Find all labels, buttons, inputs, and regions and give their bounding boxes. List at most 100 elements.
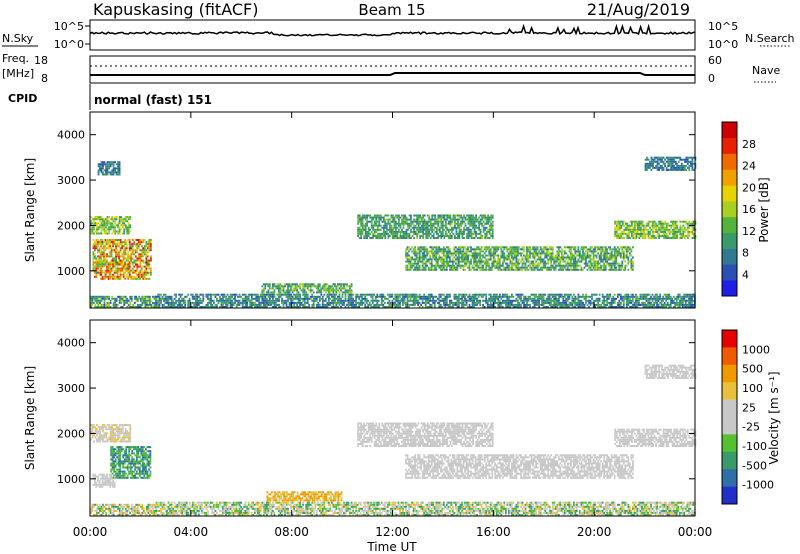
data-cell <box>601 250 604 253</box>
data-cell <box>97 299 100 302</box>
data-cell <box>401 237 403 239</box>
data-cell <box>413 220 415 223</box>
data-cell <box>414 268 416 271</box>
data-cell <box>142 295 145 298</box>
data-cell <box>393 224 396 227</box>
data-cell <box>411 303 413 306</box>
data-cell <box>384 222 387 225</box>
data-cell <box>361 226 364 229</box>
data-cell <box>547 293 550 296</box>
data-cell <box>530 268 533 271</box>
data-cell <box>108 232 110 235</box>
data-cell <box>550 301 553 304</box>
data-cell <box>97 163 100 166</box>
data-cell <box>524 303 527 306</box>
data-cell <box>188 303 191 306</box>
data-cell <box>439 260 442 263</box>
data-cell <box>92 257 95 260</box>
data-cell <box>657 299 660 302</box>
data-cell <box>455 250 457 253</box>
data-cell <box>170 306 173 308</box>
data-cell <box>435 295 438 298</box>
data-cell <box>350 291 353 294</box>
data-cell <box>306 285 309 288</box>
data-cell <box>147 251 149 254</box>
data-cell <box>449 264 451 267</box>
data-cell <box>473 262 475 265</box>
data-cell <box>142 251 145 254</box>
data-cell <box>624 293 627 296</box>
data-cell <box>426 295 429 298</box>
data-cell <box>419 214 421 217</box>
data-cell <box>656 295 658 298</box>
data-cell <box>360 220 362 223</box>
data-cell <box>115 245 117 248</box>
data-cell <box>500 297 503 300</box>
data-cell <box>470 295 472 298</box>
data-cell <box>92 263 95 266</box>
data-cell <box>633 295 636 298</box>
data-cell <box>476 268 478 271</box>
data-cell <box>415 252 418 255</box>
data-cell <box>435 252 438 255</box>
data-cell <box>388 306 391 308</box>
data-cell <box>211 303 214 306</box>
data-cell <box>332 297 335 300</box>
data-cell <box>613 299 616 302</box>
data-cell <box>110 239 113 241</box>
data-cell <box>207 303 209 306</box>
data-cell <box>529 306 531 308</box>
data-cell <box>479 256 481 259</box>
data-cell <box>99 165 101 168</box>
data-cell <box>216 297 218 300</box>
data-cell <box>453 303 456 306</box>
data-cell <box>376 232 379 235</box>
data-cell <box>106 301 109 304</box>
data-cell <box>249 299 252 302</box>
data-cell <box>574 260 577 263</box>
data-cell <box>589 256 592 259</box>
data-cell <box>184 303 187 306</box>
data-cell <box>539 297 542 300</box>
data-cell <box>139 263 142 266</box>
data-cell <box>414 220 417 223</box>
data-cell <box>141 299 144 302</box>
data-cell <box>440 230 443 233</box>
data-cell <box>421 297 424 300</box>
data-cell <box>515 246 518 249</box>
data-cell <box>659 293 661 296</box>
data-cell <box>470 254 472 257</box>
data-cell <box>458 226 461 229</box>
data-cell <box>469 216 471 219</box>
data-cell <box>109 271 111 274</box>
data-cell <box>554 262 557 265</box>
data-cell <box>399 306 401 308</box>
data-cell <box>392 226 394 229</box>
data-cell <box>349 301 351 304</box>
data-cell <box>465 264 468 267</box>
data-cell <box>99 169 101 172</box>
data-cell <box>465 293 468 296</box>
data-cell <box>282 293 285 296</box>
data-cell <box>116 241 119 244</box>
data-cell <box>331 299 333 302</box>
data-cell <box>660 299 663 302</box>
data-cell <box>563 306 566 308</box>
data-cell <box>347 301 350 304</box>
data-cell <box>571 254 574 257</box>
data-cell <box>419 237 421 239</box>
data-cell <box>426 228 429 231</box>
data-cell <box>314 285 317 288</box>
data-cell <box>98 247 101 250</box>
data-cell <box>485 246 488 249</box>
data-cell <box>147 306 150 308</box>
data-cell <box>103 169 106 172</box>
data-cell <box>576 268 578 271</box>
data-cell <box>373 299 376 302</box>
data-cell <box>542 248 545 251</box>
data-cell <box>436 260 439 263</box>
data-cell <box>223 295 226 298</box>
data-cell <box>448 230 450 233</box>
data-cell <box>548 266 551 269</box>
data-cell <box>361 303 363 306</box>
